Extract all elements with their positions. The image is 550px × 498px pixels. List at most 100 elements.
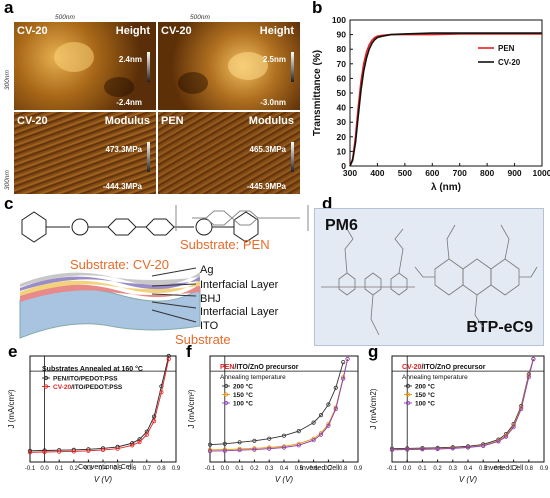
legend-label: CV-20/ITO/PEDOT:PSS — [53, 384, 123, 391]
x-tick-label: 0.2 — [250, 466, 259, 472]
data-point — [42, 449, 47, 455]
legend-marker — [223, 400, 229, 406]
x-tick-label: 0.6 — [309, 466, 318, 472]
afm-color-scale — [147, 52, 150, 82]
data-point — [405, 447, 410, 452]
x-tick-label: 1000 — [533, 168, 550, 178]
panel-g-label: g — [368, 342, 379, 361]
data-point — [27, 450, 33, 455]
data-point — [237, 440, 242, 445]
legend-marker — [405, 383, 411, 389]
x-tick-label: 0.3 — [449, 466, 458, 472]
x-tick-label: 0.5 — [479, 466, 488, 472]
data-point — [435, 446, 440, 452]
data-point — [296, 443, 301, 448]
y-axis-label: J (mA/cm2) — [369, 388, 378, 429]
y-axis-label: Transmittance (%) — [312, 50, 323, 136]
series-line — [349, 33, 542, 167]
legend-marker — [405, 400, 411, 406]
layer-label: Ag — [200, 264, 214, 276]
afm-height-image-cv20: CV-20 Height 2.4nm -2.4nm — [14, 22, 156, 110]
afm-color-scale — [291, 142, 294, 172]
afm-modulus-image-pen: PEN Modulus 465.3MPa -445.9MPa — [158, 112, 300, 194]
data-point — [326, 402, 331, 407]
y-tick-label: 10 — [337, 146, 347, 156]
x-tick-label: 0.6 — [128, 466, 137, 472]
data-point — [166, 356, 171, 362]
chart-title: CV-20/ITO/ZnO precursor — [402, 364, 486, 371]
legend-marker — [43, 384, 49, 389]
x-tick-label: 0.2 — [433, 466, 442, 472]
legend-label: PEN/ITO/PEDOT:PSS — [53, 376, 118, 383]
legend-marker — [43, 375, 49, 381]
series-line — [349, 32, 542, 167]
legend-marker — [223, 392, 229, 397]
data-point — [341, 360, 346, 365]
x-tick-label: 0.0 — [40, 466, 49, 472]
data-point — [222, 448, 227, 453]
y-tick-label: 30 — [337, 117, 347, 127]
x-tick-label: 0.3 — [265, 466, 274, 472]
data-point — [237, 448, 242, 453]
afm-color-scale — [291, 52, 294, 82]
afm-min-value: -2.4nm — [116, 98, 142, 107]
y-axis-label: J (mA/cm²) — [187, 389, 196, 428]
data-point — [333, 385, 338, 390]
cell-type-note: Conventional Cell — [78, 464, 133, 471]
y-tick-label: 50 — [337, 88, 347, 98]
data-point — [137, 439, 142, 445]
data-point — [503, 434, 509, 439]
substrate-pen-label: Substrate: PEN — [180, 237, 270, 252]
afm-min-value: -445.9MPa — [246, 182, 286, 191]
x-tick-label: 800 — [480, 168, 494, 178]
afm-modulus-image-cv20: CV-20 Modulus 473.3MPa -444.3MPa — [14, 112, 156, 194]
data-point — [100, 447, 106, 453]
cell-type-note: Inverted Cell — [484, 465, 524, 472]
data-point — [152, 414, 157, 419]
x-tick-label: 0.1 — [235, 466, 244, 472]
legend-title: Substrates Annealed at 160 °C — [42, 366, 143, 373]
x-tick-label: 0.5 — [113, 466, 122, 472]
molecule-sketch — [321, 224, 538, 336]
x-tick-label: 900 — [507, 168, 521, 178]
stack-name: /ITO/ZnO precursor — [421, 364, 486, 371]
transmittance-chart: 300 400 500 600 700 800 900 1000 0 10 20 30 40 50 60 70… — [312, 15, 550, 193]
data-point — [465, 445, 471, 450]
y-tick-label: 60 — [337, 73, 347, 83]
data-point — [311, 438, 316, 443]
data-point — [318, 413, 324, 418]
scale-bar-label: 500nm — [55, 14, 75, 21]
data-point — [207, 449, 213, 454]
stack-name: /ITO/ZnO precursor — [234, 364, 299, 371]
data-point — [519, 406, 524, 412]
x-tick-label: 0.7 — [324, 466, 333, 472]
legend-title: Annealing temperature — [220, 374, 286, 381]
x-axis-label: V (V) — [275, 475, 294, 484]
x-tick-label: 0.6 — [494, 466, 503, 472]
x-tick-label: 0.9 — [172, 466, 181, 472]
afm-height-image-pen: CV-20 Height 2.5nm -3.0nm — [158, 22, 300, 110]
y-tick-label: 0 — [341, 161, 346, 171]
cell-type-note: Inverted Cell — [300, 465, 340, 472]
series-line — [391, 358, 534, 451]
afm-color-scale — [147, 142, 150, 172]
afm-sample-label: CV-20 — [17, 25, 48, 37]
x-tick-label: -0.1 — [205, 466, 216, 472]
legend-label: 100 °C — [233, 400, 253, 408]
x-axis-label: λ (nm) — [431, 182, 461, 193]
legend-label: CV-20 — [498, 58, 521, 67]
afm-mode-label: Modulus — [104, 115, 150, 127]
layer-label: Interfacial Layer — [200, 279, 279, 291]
data-point — [86, 448, 91, 453]
x-tick-label: 0.8 — [339, 466, 348, 472]
afm-max-value: 465.3MPa — [249, 145, 286, 154]
scale-bar-label: 300nm — [4, 70, 11, 90]
data-point — [281, 433, 287, 438]
data-point — [531, 356, 536, 362]
plot-frame — [349, 19, 543, 167]
data-point — [326, 423, 331, 428]
y-tick-label: 40 — [337, 103, 347, 113]
y-tick-label: 100 — [332, 15, 346, 25]
y-tick-label: 90 — [337, 30, 347, 40]
x-tick-label: 500 — [398, 168, 412, 178]
